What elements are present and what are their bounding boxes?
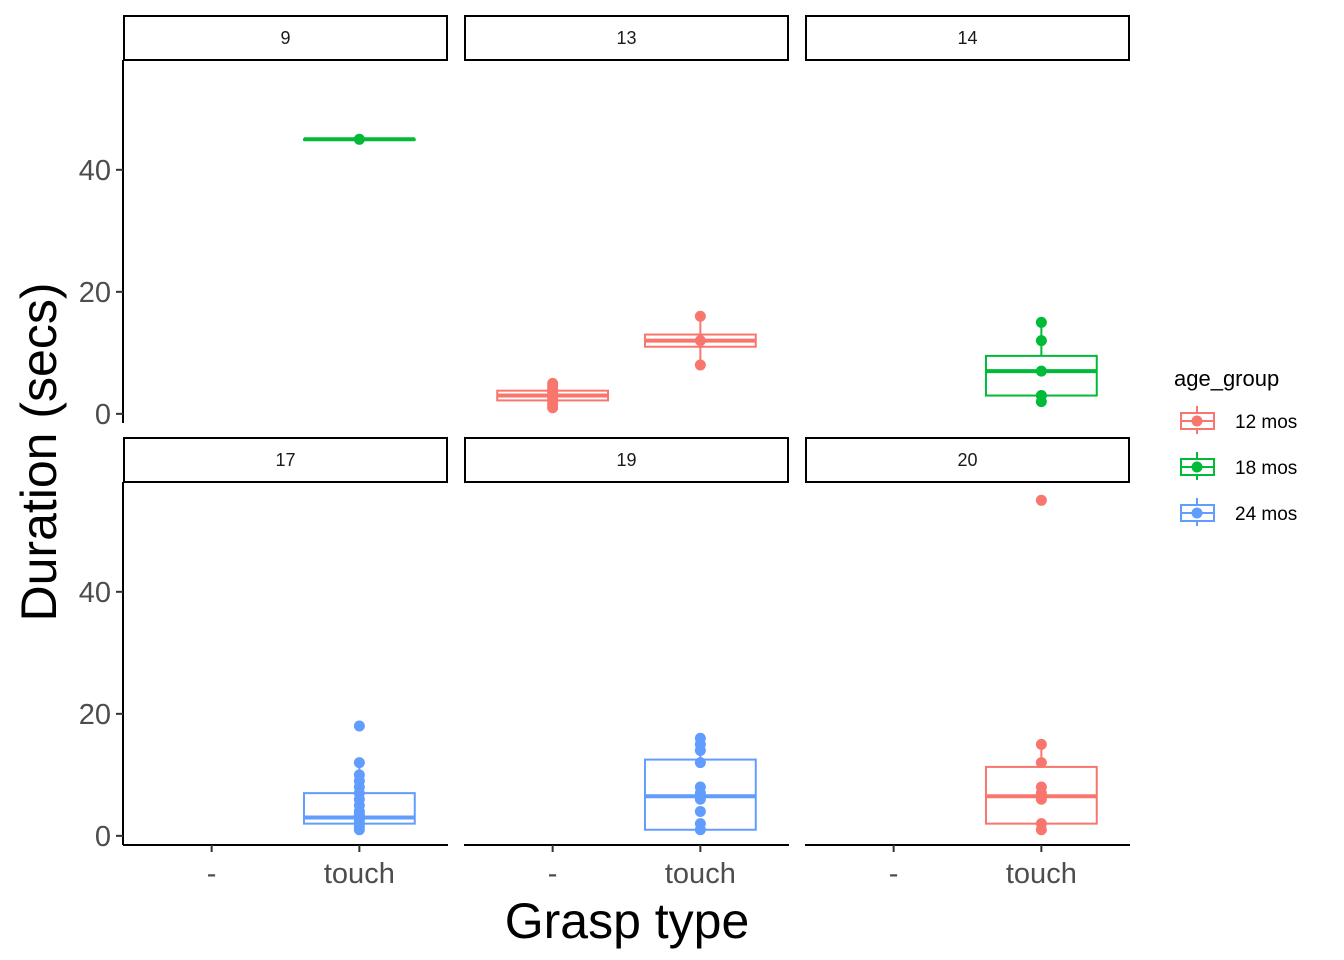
legend-item: 12 mos	[1180, 406, 1297, 434]
data-point	[694, 818, 706, 830]
x-tick-label: -	[207, 858, 217, 890]
data-point	[1035, 781, 1047, 793]
data-point	[353, 769, 365, 781]
x-tick-label: touch	[1006, 858, 1077, 890]
data-point	[1035, 365, 1047, 377]
facet-strip-label: 14	[957, 28, 977, 48]
panel-9: 9 0 20 40	[79, 15, 448, 431]
legend-label: 24 mos	[1235, 504, 1297, 525]
y-tick-label: 40	[79, 577, 111, 609]
data-point	[547, 377, 559, 389]
data-point	[1035, 335, 1047, 347]
facet-strip	[464, 437, 789, 483]
panel-14: 14	[805, 15, 1130, 408]
x-axis-title: Grasp type	[505, 893, 750, 949]
legend-item: 18 mos	[1180, 452, 1297, 480]
legend-key-point	[1191, 507, 1203, 519]
y-tick-label: 20	[79, 699, 111, 731]
facet-strip	[805, 15, 1130, 61]
data-point	[1035, 316, 1047, 328]
panel-17: 17 0 20 40 - touch	[79, 437, 448, 890]
data-point	[353, 720, 365, 732]
y-tick-label: 20	[79, 277, 111, 309]
x-tick-label: -	[548, 858, 558, 890]
data-point	[1035, 494, 1047, 506]
legend-item: 24 mos	[1180, 498, 1297, 526]
facet-strip	[805, 437, 1130, 483]
x-tick-label: touch	[324, 858, 395, 890]
data-point	[694, 757, 706, 769]
legend-label: 12 mos	[1235, 412, 1297, 433]
facet-strip-label: 17	[275, 450, 295, 470]
data-point	[1035, 390, 1047, 402]
panel-13: 13	[464, 15, 789, 414]
y-tick-label: 0	[95, 399, 111, 431]
facet-strip	[123, 437, 448, 483]
legend-label: 18 mos	[1235, 458, 1297, 479]
y-axis-title: Duration (secs)	[11, 283, 67, 622]
facet-strip-label: 13	[616, 28, 636, 48]
facet-strip	[464, 15, 789, 61]
facet-strip-label: 9	[280, 28, 290, 48]
legend: age_group 12 mos 18 mos 24 mos	[1174, 366, 1297, 526]
y-tick-label: 0	[95, 821, 111, 853]
x-tick-label: touch	[665, 858, 736, 890]
data-point	[694, 335, 706, 347]
data-point	[694, 805, 706, 817]
data-point	[694, 781, 706, 793]
y-tick-label: 40	[79, 155, 111, 187]
panel-20: 20 - touch	[805, 437, 1130, 890]
x-tick-label: -	[889, 858, 899, 890]
data-point	[1035, 738, 1047, 750]
data-point	[1035, 818, 1047, 830]
data-point	[694, 732, 706, 744]
legend-key-point	[1191, 415, 1203, 427]
panel-19: 19 - touch	[464, 437, 789, 890]
data-point	[694, 310, 706, 322]
legend-title: age_group	[1174, 366, 1279, 391]
facet-strip-label: 19	[616, 450, 636, 470]
panels-layer: 9 0 20 40 13 14 17 0 20 40 - touch 19 - touch 20 - touch	[79, 15, 1130, 890]
legend-key-point	[1191, 461, 1203, 473]
facet-strip	[123, 15, 448, 61]
data-point	[353, 133, 365, 145]
data-point	[353, 757, 365, 769]
data-point	[1035, 757, 1047, 769]
facet-strip-label: 20	[957, 450, 977, 470]
data-point	[694, 359, 706, 371]
